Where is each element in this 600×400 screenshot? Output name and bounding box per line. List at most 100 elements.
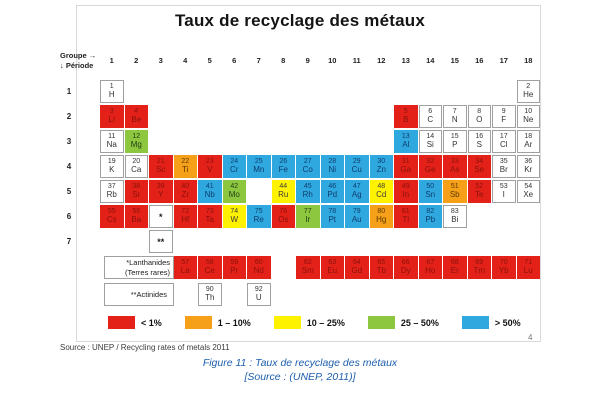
element-cell-Rh: 45 Rh	[296, 180, 320, 203]
group-number-7: 7	[256, 56, 261, 65]
period-number-4: 4	[66, 162, 72, 171]
element-cell-Pt: 78 Pt	[320, 205, 344, 228]
element-symbol: Sb	[449, 189, 460, 199]
element-cell-Na: 11 Na	[100, 130, 124, 153]
element-cell-S: 16 S	[467, 130, 491, 153]
element-number: 75	[254, 208, 263, 216]
period-number-3: 3	[66, 137, 72, 146]
element-cell-Zn: 30 Zn	[369, 155, 393, 178]
element-symbol: Sr	[132, 189, 141, 199]
group-number-15: 15	[450, 56, 459, 65]
element-symbol: Cl	[499, 139, 508, 149]
element-symbol: Cr	[230, 164, 239, 174]
element-symbol: In	[402, 189, 410, 199]
element-cell-Y: 39 Y	[149, 180, 173, 203]
period-number-2: 2	[66, 112, 72, 121]
legend-label: > 50%	[494, 317, 521, 328]
element-symbol: S	[476, 139, 482, 149]
element-number: 35	[499, 158, 508, 166]
element-cell-Sb: 51 Sb	[443, 180, 467, 203]
element-number: 12	[132, 133, 141, 141]
element-symbol: Ba	[131, 214, 142, 224]
element-symbol: Lu	[523, 265, 533, 275]
element-number: 80	[377, 208, 386, 216]
group-number-10: 10	[328, 56, 337, 65]
element-number: 32	[426, 158, 435, 166]
element-number: 41	[205, 183, 214, 191]
group-number-16: 16	[475, 56, 484, 65]
element-number: 4	[134, 108, 139, 116]
element-symbol: Ti	[182, 164, 189, 174]
lanthanides-label-line1: *Lanthanides	[126, 258, 170, 268]
element-number: 65	[377, 259, 386, 267]
element-symbol: Pd	[327, 189, 338, 199]
legend-label: 25 – 50%	[400, 317, 439, 328]
element-symbol: Rh	[302, 189, 313, 199]
lanthanide-cell-Dy: 66 Dy	[394, 256, 418, 279]
actinide-cell-U: 92 U	[247, 283, 271, 306]
lanthanide-cell-La: 57 La	[173, 256, 197, 279]
element-symbol: Si	[426, 139, 434, 149]
element-cell-Rb: 37 Rb	[100, 180, 124, 203]
element-number: 27	[303, 158, 312, 166]
element-symbol: Ce	[204, 265, 215, 275]
element-number: 48	[377, 183, 386, 191]
group-number-13: 13	[401, 56, 410, 65]
element-symbol: Tb	[376, 265, 386, 275]
element-number: 69	[475, 259, 484, 267]
lanthanide-cell-Er: 68 Er	[443, 256, 467, 279]
element-symbol: Zr	[181, 189, 190, 199]
element-symbol: Bi	[451, 214, 459, 224]
element-symbol: As	[450, 164, 460, 174]
element-number: 29	[352, 158, 361, 166]
element-number: 55	[107, 208, 116, 216]
element-number: 7	[452, 108, 457, 116]
element-cell-Mg: 12 Mg	[124, 130, 148, 153]
legend-item-1-10: 1 – 10%	[184, 316, 251, 329]
period-axis-label: ↓ Période	[60, 61, 94, 71]
actinide-cell-Th: 90 Th	[198, 283, 222, 306]
element-number: 77	[303, 208, 312, 216]
element-number: 3	[109, 108, 114, 116]
element-number: 33	[450, 158, 459, 166]
element-number: 2	[526, 83, 531, 91]
lanthanide-cell-Yb: 70 Yb	[492, 256, 516, 279]
element-cell-Hf: 72 Hf	[173, 205, 197, 228]
group-number-18: 18	[524, 56, 533, 65]
element-symbol: Mo	[228, 189, 240, 199]
group-number-9: 9	[305, 56, 310, 65]
element-number: 31	[401, 158, 410, 166]
element-cell-Mo: 42 Mo	[222, 180, 246, 203]
element-symbol: Al	[402, 139, 410, 149]
element-symbol: U	[255, 292, 262, 302]
lanthanide-cell-Tb: 65 Tb	[369, 256, 393, 279]
group-number-14: 14	[426, 56, 435, 65]
element-number: 56	[132, 208, 141, 216]
element-symbol: Y	[158, 189, 164, 199]
element-cell-He: 2 He	[516, 80, 540, 103]
element-cell-Bi: 83 Bi	[443, 205, 467, 228]
element-cell-Ga: 31 Ga	[394, 155, 418, 178]
axis-corner-labels: Groupe → ↓ Période	[60, 51, 96, 71]
element-symbol: I	[502, 189, 505, 199]
element-symbol: Hg	[376, 214, 387, 224]
element-cell-Br: 35 Br	[492, 155, 516, 178]
element-cell-Ar: 18 Ar	[516, 130, 540, 153]
element-number: 60	[254, 259, 263, 267]
element-number: 70	[499, 259, 508, 267]
group-number-3: 3	[158, 56, 163, 65]
element-symbol: Er	[450, 265, 459, 275]
element-cell-Au: 79 Au	[345, 205, 369, 228]
element-cell-Cd: 48 Cd	[369, 180, 393, 203]
element-number: 23	[205, 158, 214, 166]
element-symbol: Pr	[230, 265, 239, 275]
element-cell-Hg: 80 Hg	[369, 205, 393, 228]
element-number: 82	[426, 208, 435, 216]
element-symbol: Ni	[328, 164, 337, 174]
element-cell-Pb: 82 Pb	[418, 205, 442, 228]
element-number: 10	[524, 108, 533, 116]
legend-item-gt50: > 50%	[461, 316, 521, 329]
element-cell-Ge: 32 Ge	[418, 155, 442, 178]
